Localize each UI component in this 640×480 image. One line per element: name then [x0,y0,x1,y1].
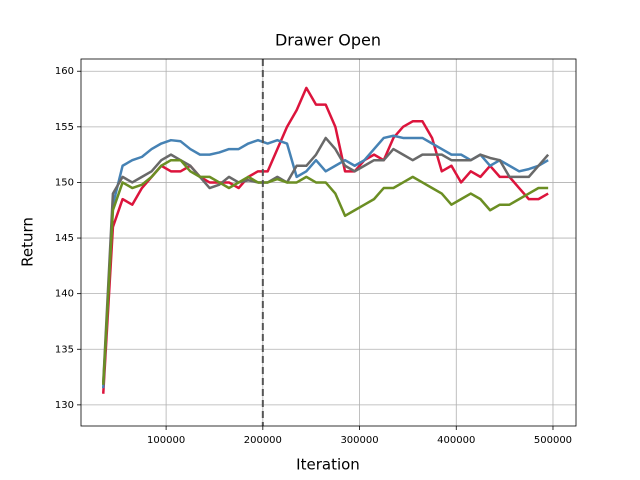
plot-frame [80,58,577,427]
y-tick-label: 155 [55,122,74,133]
x-tick-label: 100000 [147,435,185,446]
y-axis-label: Return [19,217,37,267]
series-line [102,86,549,394]
x-tick-label: 200000 [244,435,282,446]
y-tick-label: 150 [55,177,74,188]
chart-title: Drawer Open [275,31,381,50]
y-tick-label: 140 [55,289,74,300]
x-tick-label: 500000 [534,435,572,446]
y-tick-label: 130 [55,400,74,411]
y-tick-label: 145 [55,233,74,244]
x-axis-label: Iteration [296,456,360,474]
x-tick-label: 400000 [437,435,475,446]
series-line [102,136,550,383]
y-tick-label: 135 [55,344,74,355]
x-tick-label: 300000 [340,435,378,446]
y-tick-label: 160 [55,66,74,77]
series-line [102,158,549,385]
series-line [102,134,549,389]
